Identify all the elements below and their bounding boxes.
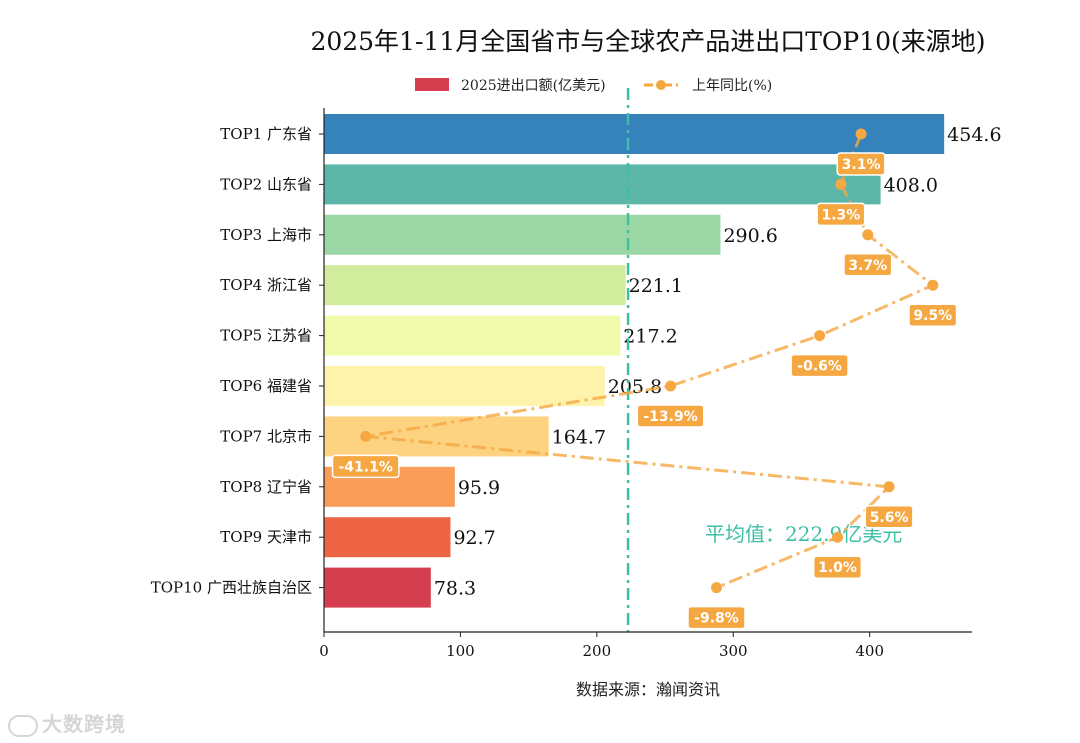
bar bbox=[324, 214, 721, 255]
yoy-label-box bbox=[636, 404, 705, 428]
bar-value-label: 217.2 bbox=[623, 326, 677, 348]
y-tick-label: TOP9 天津市 bbox=[220, 528, 312, 546]
yoy-line-group: 3.1% 1.3% 3.7% 9.5% -0.6% -13.9% -41.1% 5.6% 1.0… bbox=[331, 128, 958, 630]
y-tick-label: TOP1 广东省 bbox=[220, 125, 312, 143]
bars-group bbox=[324, 114, 945, 608]
yoy-label-box bbox=[331, 454, 400, 479]
x-tick-label: 100 bbox=[446, 642, 475, 660]
bar bbox=[324, 164, 881, 205]
yoy-point bbox=[855, 128, 867, 140]
yoy-label: 1.3% bbox=[821, 207, 860, 223]
y-tick-label: TOP8 辽宁省 bbox=[220, 478, 312, 496]
legend-swatch-bar bbox=[415, 78, 449, 91]
yoy-label: -13.9% bbox=[643, 409, 697, 425]
yoy-point bbox=[360, 430, 372, 442]
bar-value-label: 290.6 bbox=[723, 225, 777, 247]
yoy-label: 3.7% bbox=[848, 258, 887, 274]
y-tick-label: TOP2 山东省 bbox=[220, 175, 312, 193]
yoy-point bbox=[710, 582, 722, 594]
watermark: 大数跨境 bbox=[8, 708, 126, 737]
bar-value-label: 95.9 bbox=[458, 477, 500, 499]
y-tick-label: TOP10 广西壮族自治区 bbox=[151, 579, 312, 597]
bar-value-labels: 454.6 408.0 290.6 221.1 217.2 205.8 164.7 95.9 9… bbox=[434, 124, 1002, 600]
y-tick-labels: TOP1 广东省 TOP2 山东省 TOP3 上海市 TOP4 浙江省 TOP5 江苏省… bbox=[151, 125, 324, 597]
legend-marker-line bbox=[656, 80, 666, 90]
x-tick-label: 300 bbox=[719, 642, 748, 660]
yoy-point bbox=[927, 279, 939, 291]
yoy-point bbox=[665, 380, 677, 392]
bar bbox=[324, 315, 621, 356]
yoy-point bbox=[814, 330, 826, 342]
axes: 0 100 200 300 400 bbox=[319, 108, 972, 660]
y-tick-label: TOP7 北京市 bbox=[220, 427, 312, 445]
bar bbox=[324, 265, 626, 306]
watermark-logo-icon bbox=[8, 714, 38, 737]
bar-value-label: 454.6 bbox=[947, 124, 1001, 146]
yoy-label-box bbox=[687, 605, 746, 630]
y-tick-label: TOP4 浙江省 bbox=[220, 276, 312, 294]
chart-title: 2025年1-11月全国省市与全球农产品进出口TOP10(来源地) bbox=[310, 27, 985, 56]
legend: 2025进出口额(亿美元) 上年同比(%) bbox=[415, 78, 772, 94]
bar bbox=[324, 517, 451, 558]
yoy-label-box bbox=[908, 303, 958, 327]
x-tick-label: 0 bbox=[319, 642, 329, 660]
yoy-label-box bbox=[843, 253, 893, 277]
yoy-point bbox=[862, 229, 874, 241]
watermark-text: 大数跨境 bbox=[42, 712, 126, 736]
yoy-point bbox=[832, 531, 844, 543]
x-tick-label: 200 bbox=[583, 642, 612, 660]
yoy-label: 5.6% bbox=[870, 510, 909, 526]
bar-value-label: 205.8 bbox=[608, 376, 662, 398]
legend-label-bar: 2025进出口额(亿美元) bbox=[461, 78, 606, 94]
yoy-label: 3.1% bbox=[842, 157, 881, 173]
bar-value-label: 164.7 bbox=[552, 426, 606, 448]
yoy-label-box bbox=[864, 505, 914, 529]
y-tick-label: TOP6 福建省 bbox=[220, 377, 312, 395]
yoy-label: 1.0% bbox=[818, 560, 857, 576]
x-tick-label: 400 bbox=[855, 642, 884, 660]
yoy-label-box bbox=[790, 353, 849, 378]
y-tick-label: TOP3 上海市 bbox=[220, 226, 312, 244]
bar bbox=[324, 366, 605, 406]
y-tick-label: TOP5 江苏省 bbox=[220, 327, 312, 345]
bar-value-label: 408.0 bbox=[884, 174, 938, 196]
yoy-label-box bbox=[812, 555, 863, 579]
yoy-label: -0.6% bbox=[797, 359, 842, 375]
bar-value-label: 221.1 bbox=[629, 275, 683, 297]
x-axis-label: 数据来源：瀚闻资讯 bbox=[576, 680, 720, 699]
yoy-label-box bbox=[836, 152, 886, 176]
yoy-label-box bbox=[816, 202, 866, 227]
bar bbox=[324, 114, 945, 154]
bar-value-label: 92.7 bbox=[453, 527, 495, 549]
yoy-label: -41.1% bbox=[339, 459, 393, 475]
bar bbox=[324, 416, 549, 457]
legend-label-line: 上年同比(%) bbox=[692, 78, 772, 94]
yoy-point bbox=[835, 178, 847, 190]
yoy-label: 9.5% bbox=[913, 308, 952, 324]
yoy-point bbox=[883, 481, 895, 493]
bar-value-label: 78.3 bbox=[434, 578, 476, 600]
yoy-label: -9.8% bbox=[694, 611, 739, 627]
bar bbox=[324, 567, 431, 608]
